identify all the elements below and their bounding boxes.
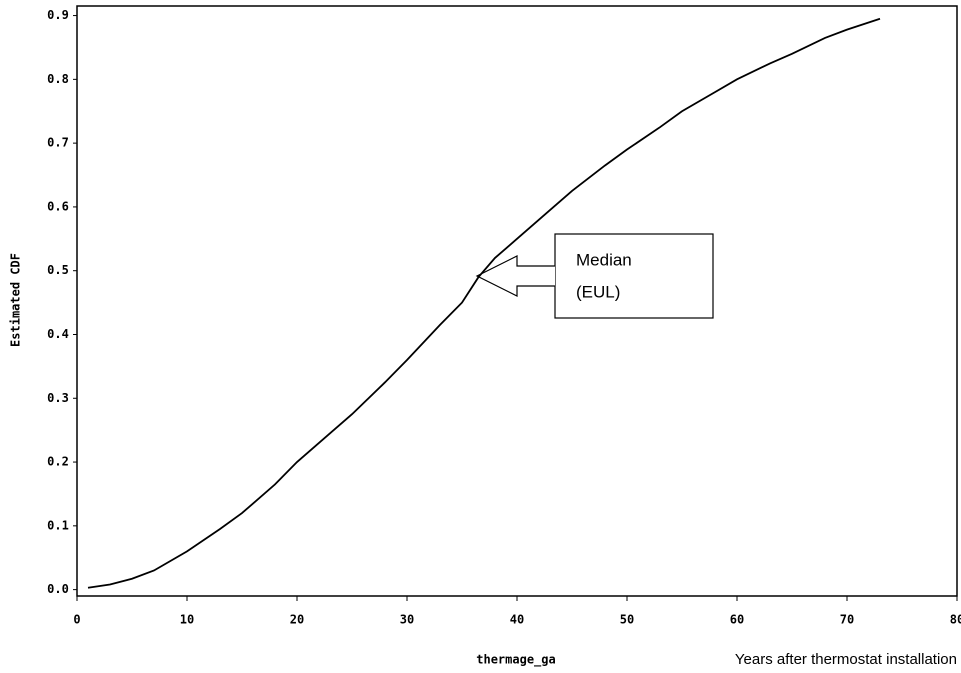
data-line <box>87 17 881 589</box>
annotation-text: Median <box>576 250 632 269</box>
y-tick-label: 0.9 <box>47 8 69 22</box>
x-tick-label: 50 <box>620 613 634 627</box>
y-tick-label: 0.6 <box>47 199 69 213</box>
caption: Years after thermostat installation <box>735 651 957 668</box>
y-tick-label: 0.5 <box>47 263 69 277</box>
y-tick-label: 0.3 <box>47 391 69 405</box>
y-tick-label: 0.4 <box>47 327 69 341</box>
y-tick-label: 0.8 <box>47 72 69 86</box>
annotation-arrow <box>475 255 555 297</box>
plot-frame <box>76 5 958 597</box>
y-tick-label: 0.2 <box>47 455 69 469</box>
annotation-text: (EUL) <box>576 282 620 301</box>
x-axis-label: thermage_ga <box>476 653 555 668</box>
x-tick-label: 80 <box>950 613 961 627</box>
x-tick-label: 70 <box>840 613 854 627</box>
y-tick-label: 0.0 <box>47 582 69 596</box>
y-axis-label: Estimated CDF <box>9 253 23 347</box>
x-tick-label: 60 <box>730 613 744 627</box>
x-tick-label: 20 <box>290 613 304 627</box>
x-tick-label: 0 <box>73 613 80 627</box>
x-tick-label: 40 <box>510 613 524 627</box>
y-tick-label: 0.7 <box>47 136 69 150</box>
x-tick-label: 10 <box>180 613 194 627</box>
y-tick-label: 0.1 <box>47 518 69 532</box>
x-tick-label: 30 <box>400 613 414 627</box>
annotation-box <box>554 233 714 319</box>
